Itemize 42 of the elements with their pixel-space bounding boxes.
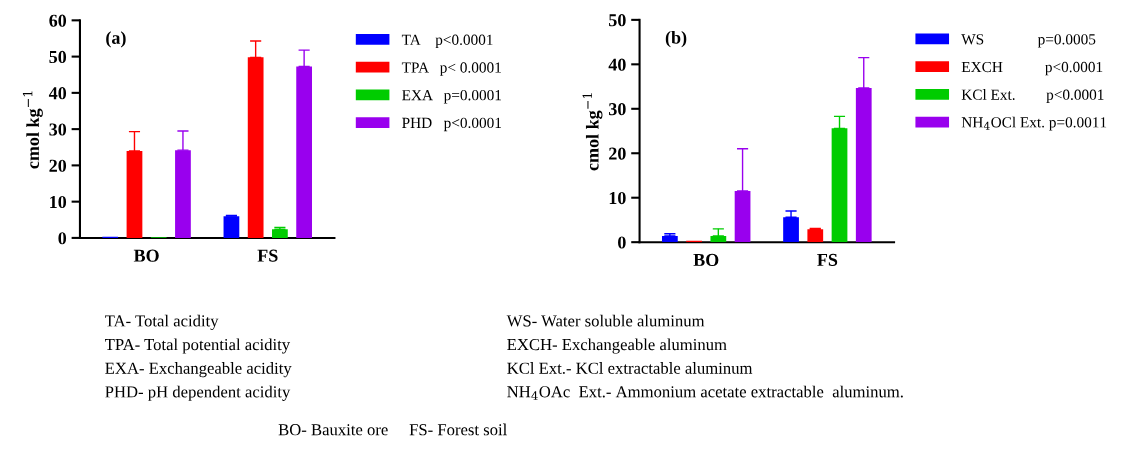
legend-label: TA p<0.0001 bbox=[401, 34, 493, 49]
legend-label: EXA p=0.0001 bbox=[402, 90, 502, 104]
text: KCl Ext.- KCl extractable aluminum bbox=[507, 362, 753, 374]
y-axis-title: cmol kg$^{−1}$ bbox=[22, 91, 43, 169]
text: (b) bbox=[665, 30, 687, 48]
y-tick-label: 40 bbox=[48, 87, 67, 100]
y-tick-label: 40 bbox=[608, 58, 626, 71]
y-axis-title: cmol kg$^{−1}$ bbox=[582, 93, 603, 171]
text: EXA- Exchangeable acidity bbox=[105, 362, 292, 378]
legend-label: WS p=0.0005 bbox=[961, 34, 1096, 48]
y-tick-label: 50 bbox=[609, 14, 626, 27]
y-tick-label: 10 bbox=[609, 191, 626, 205]
legend-label: KCl Ext. p<0.0001 bbox=[961, 89, 1104, 103]
bar bbox=[807, 229, 824, 243]
legend-label: TPA p< 0.0001 bbox=[401, 62, 501, 76]
bar bbox=[272, 229, 288, 238]
text: WS- Water soluble aluminum bbox=[506, 314, 705, 327]
text: BO- Bauxite ore FS- Forest soil bbox=[278, 423, 507, 436]
y-tick-label: 0 bbox=[58, 232, 67, 245]
legend-label: EXCH p<0.0001 bbox=[961, 61, 1103, 76]
y-tick-label: 30 bbox=[609, 103, 626, 116]
y-tick-label: 0 bbox=[618, 236, 626, 249]
y-tick-label: 30 bbox=[49, 123, 67, 136]
x-tick-label: FS bbox=[257, 249, 278, 262]
y-tick-label: 50 bbox=[49, 50, 67, 64]
x-tick-label: BO bbox=[133, 249, 159, 262]
text: TA- Total acidity bbox=[105, 314, 219, 330]
bar bbox=[661, 235, 678, 243]
text: EXCH- Exchangeable aluminum bbox=[507, 338, 727, 354]
y-tick-label: 20 bbox=[609, 147, 626, 160]
legend-label: PHD p<0.0001 bbox=[402, 117, 502, 132]
text: NH$_{4}$OAc Ext.- Ammonium acetate extractable aluminum. bbox=[507, 385, 903, 400]
y-tick-label: 20 bbox=[49, 159, 67, 172]
text: (a) bbox=[106, 31, 126, 48]
x-tick-label: FS bbox=[817, 253, 838, 266]
y-tick-label: 10 bbox=[50, 195, 67, 209]
legend-label: NH$_{4}$OCl Ext. p=0.0011 bbox=[961, 116, 1107, 131]
text: PHD- pH dependent acidity bbox=[105, 385, 291, 401]
bar bbox=[223, 216, 240, 238]
y-tick-label: 60 bbox=[49, 14, 67, 27]
x-tick-label: BO bbox=[693, 253, 719, 266]
text: TPA- Total potential acidity bbox=[105, 338, 291, 354]
